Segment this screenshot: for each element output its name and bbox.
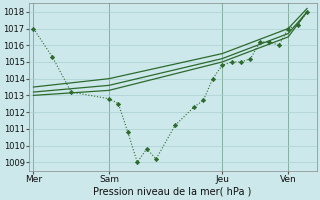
X-axis label: Pression niveau de la mer( hPa ): Pression niveau de la mer( hPa ) [93,187,252,197]
